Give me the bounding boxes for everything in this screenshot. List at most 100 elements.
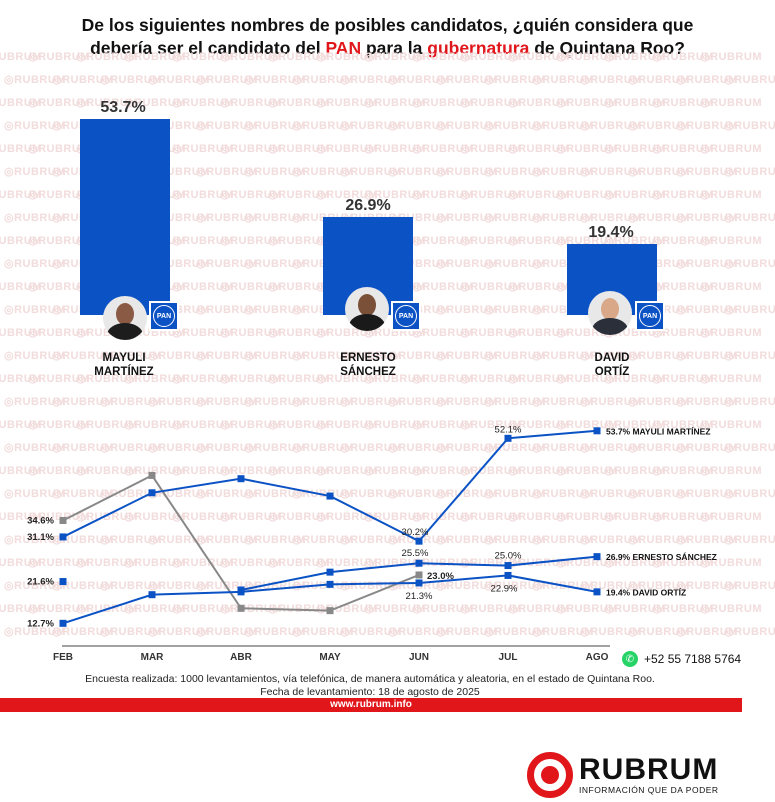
watermark-text: ◎RUBRUM xyxy=(700,189,762,201)
watermark-text: ◎RUBRUM xyxy=(676,488,738,500)
watermark-text: ◎RUBRUM xyxy=(4,350,66,362)
watermark-text: ◎RUBRUM xyxy=(4,304,66,316)
data-point xyxy=(504,434,512,442)
watermark-text: ◎RUBRUM xyxy=(460,189,522,201)
watermark-text: ◎RUBRUM xyxy=(0,603,42,615)
point-value-label: 52.1% xyxy=(495,424,522,435)
data-point xyxy=(326,568,334,576)
watermark-text: ◎RUBRUM xyxy=(340,74,402,86)
watermark-text: ◎RUBRUM xyxy=(76,465,138,477)
watermark-text: ◎RUBRUM xyxy=(604,603,666,615)
data-point xyxy=(415,537,423,545)
watermark-text: ◎RUBRUM xyxy=(412,511,474,523)
watermark-text: ◎RUBRUM xyxy=(268,51,330,63)
watermark-text: ◎RUBRUM xyxy=(196,120,258,132)
watermark-text: ◎RUBRUM xyxy=(340,488,402,500)
watermark-text: ◎RUBRUM xyxy=(484,166,546,178)
watermark-text: ◎RUBRUM xyxy=(532,120,594,132)
bar-value-label: 53.7% xyxy=(100,99,146,116)
watermark-text: ◎RUBRUM xyxy=(532,74,594,86)
watermark-text: ◎RUBRUM xyxy=(652,373,714,385)
watermark-text: ◎RUBRUM xyxy=(556,97,618,109)
watermark-text: ◎RUBRUM xyxy=(628,166,690,178)
watermark-text: ◎RUBRUM xyxy=(724,350,775,362)
watermark-text: ◎RUBRUM xyxy=(28,143,90,155)
watermark-text: ◎RUBRUM xyxy=(724,304,775,316)
chart-title: De los siguientes nombres de posibles ca… xyxy=(10,14,765,60)
watermark-text: ◎RUBRUM xyxy=(484,74,546,86)
data-point xyxy=(59,533,67,541)
watermark-text: ◎RUBRUM xyxy=(724,488,775,500)
point-value-label: 21.3% xyxy=(406,591,433,602)
url-band xyxy=(0,698,742,712)
watermark-text: ◎RUBRUM xyxy=(436,534,498,546)
watermark-text: ◎RUBRUM xyxy=(628,396,690,408)
watermark-text: ◎RUBRUM xyxy=(436,166,498,178)
watermark-text: ◎RUBRUM xyxy=(220,419,282,431)
watermark-text: ◎RUBRUM xyxy=(340,534,402,546)
watermark-text: ◎RUBRUM xyxy=(508,419,570,431)
watermark-text: ◎RUBRUM xyxy=(0,511,42,523)
watermark-text: ◎RUBRUM xyxy=(628,350,690,362)
watermark-text: ◎RUBRUM xyxy=(340,626,402,638)
watermark-text: ◎RUBRUM xyxy=(532,534,594,546)
watermark-text: ◎RUBRUM xyxy=(388,120,450,132)
watermark-text: ◎RUBRUM xyxy=(0,373,42,385)
candidate-photo-david xyxy=(588,291,632,335)
watermark-text: ◎RUBRUM xyxy=(4,626,66,638)
watermark-text: ◎RUBRUM xyxy=(724,534,775,546)
watermark-text: ◎RUBRUM xyxy=(724,212,775,224)
watermark-text: ◎RUBRUM xyxy=(124,511,186,523)
bar-value-label: 19.4% xyxy=(588,224,634,242)
watermark-text: ◎RUBRUM xyxy=(532,212,594,224)
watermark-text: ◎RUBRUM xyxy=(436,488,498,500)
watermark-text: ◎RUBRUM xyxy=(76,373,138,385)
watermark-text: ◎RUBRUM xyxy=(388,442,450,454)
watermark-text: ◎RUBRUM xyxy=(580,74,642,86)
point-value-label: 25.0% xyxy=(495,551,522,562)
watermark-text: ◎RUBRUM xyxy=(388,350,450,362)
watermark-text: ◎RUBRUM xyxy=(580,212,642,224)
watermark-text: ◎RUBRUM xyxy=(364,143,426,155)
data-point xyxy=(237,475,245,483)
watermark-text: ◎RUBRUM xyxy=(388,396,450,408)
pan-label: PAN xyxy=(639,305,661,327)
watermark-text: ◎RUBRUM xyxy=(0,281,42,293)
watermark-text: ◎RUBRUM xyxy=(316,143,378,155)
title-highlight-gubernatura: gubernatura xyxy=(427,38,530,58)
watermark-text: ◎RUBRUM xyxy=(652,603,714,615)
watermark-text: ◎RUBRUM xyxy=(460,281,522,293)
data-point xyxy=(148,489,156,497)
watermark-text: ◎RUBRUM xyxy=(508,143,570,155)
watermark-text: ◎RUBRUM xyxy=(268,373,330,385)
watermark-text: ◎RUBRUM xyxy=(700,235,762,247)
watermark-text: ◎RUBRUM xyxy=(148,74,210,86)
watermark-text: ◎RUBRUM xyxy=(580,442,642,454)
rubrum-logo: RUBRUM INFORMACIÓN QUE DA PODER xyxy=(527,752,719,798)
pan-logo-icon: PAN xyxy=(149,301,179,331)
watermark-text: ◎RUBRUM xyxy=(316,97,378,109)
watermark-text: ◎RUBRUM xyxy=(484,304,546,316)
title-line-2c: de Quintana Roo? xyxy=(529,38,685,58)
watermark-text: ◎RUBRUM xyxy=(196,488,258,500)
watermark-text: ◎RUBRUM xyxy=(244,120,306,132)
point-value-label: 23.0% xyxy=(427,571,454,582)
candidate-first-name: DAVID xyxy=(594,352,630,364)
watermark-text: ◎RUBRUM xyxy=(364,465,426,477)
watermark-text: ◎RUBRUM xyxy=(484,396,546,408)
watermark-text: ◎RUBRUM xyxy=(148,396,210,408)
pan-logo-icon: PAN xyxy=(391,301,421,331)
data-point xyxy=(326,492,334,500)
watermark-text: ◎RUBRUM xyxy=(460,419,522,431)
watermark-text: ◎RUBRUM xyxy=(460,235,522,247)
watermark-text: ◎RUBRUM xyxy=(556,143,618,155)
watermark-text: ◎RUBRUM xyxy=(172,327,234,339)
watermark-text: ◎RUBRUM xyxy=(4,74,66,86)
watermark-text: ◎RUBRUM xyxy=(268,327,330,339)
watermark-text: ◎RUBRUM xyxy=(460,373,522,385)
watermark-text: ◎RUBRUM xyxy=(100,488,162,500)
watermark-text: ◎RUBRUM xyxy=(676,442,738,454)
watermark-text: ◎RUBRUM xyxy=(700,603,762,615)
watermark-text: ◎RUBRUM xyxy=(508,189,570,201)
website-link[interactable]: www.rubrum.info xyxy=(330,699,412,710)
